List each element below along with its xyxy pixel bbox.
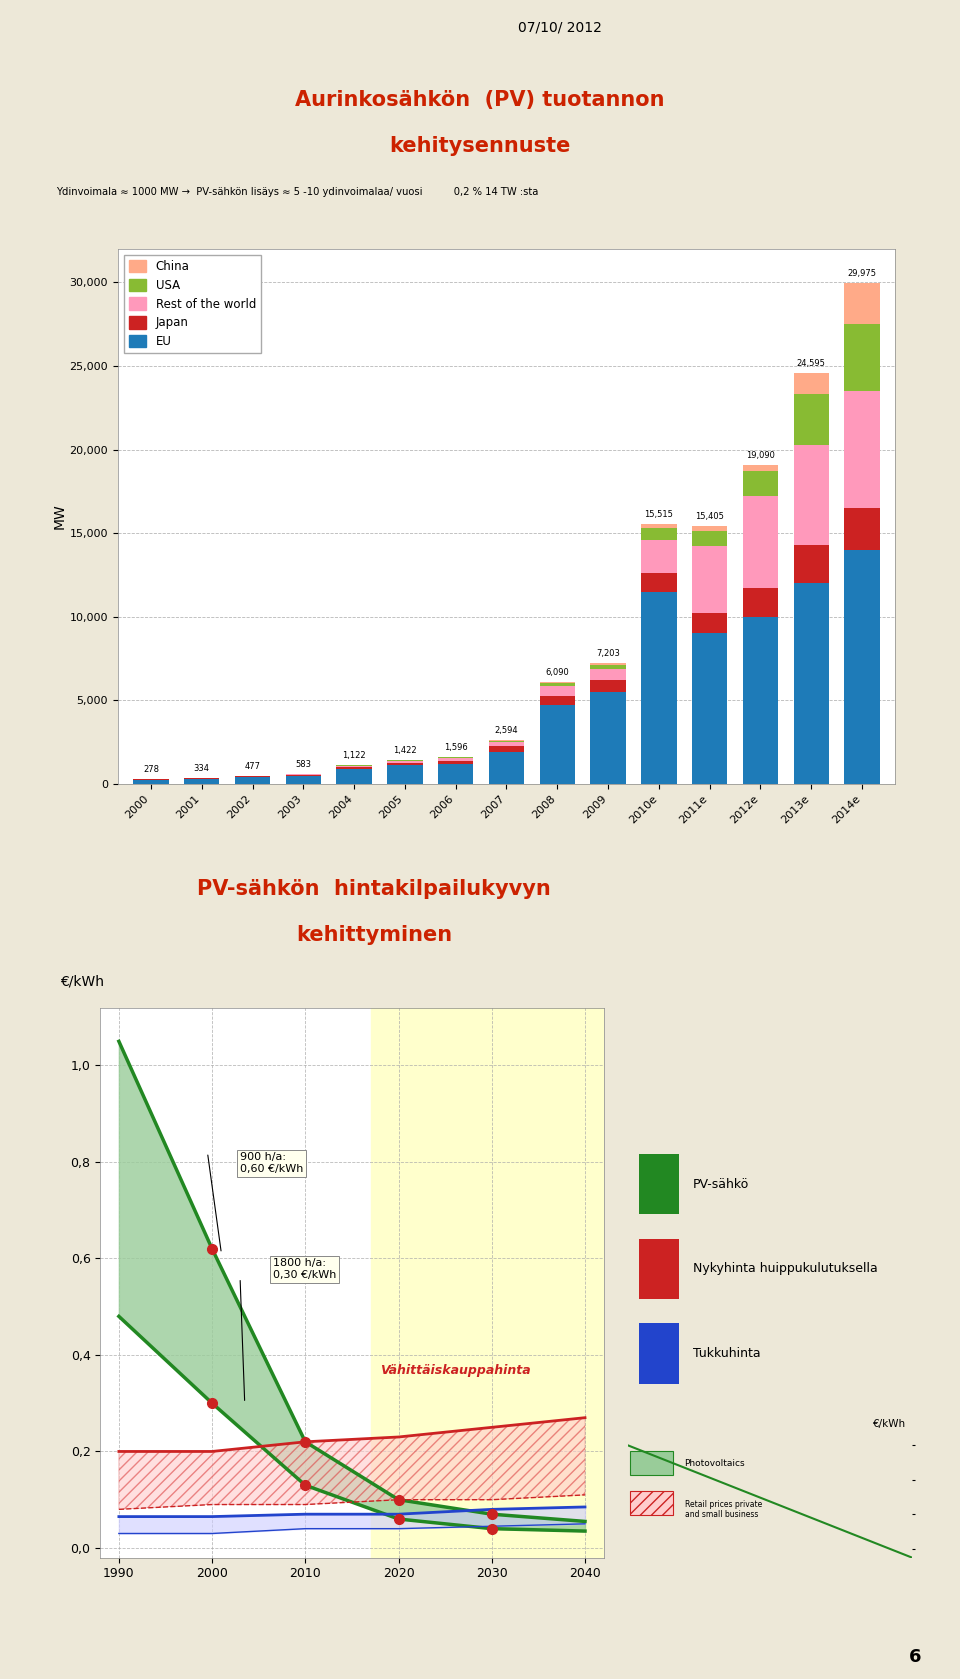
Text: Nykyhinta huippukulutuksella: Nykyhinta huippukulutuksella bbox=[693, 1263, 877, 1276]
Bar bbox=[489, 745, 524, 752]
Bar bbox=[336, 767, 372, 769]
Bar bbox=[540, 687, 575, 697]
Text: Photovoltaics: Photovoltaics bbox=[684, 1459, 745, 1467]
Bar bbox=[743, 616, 779, 784]
Bar bbox=[438, 759, 473, 761]
Text: 2,594: 2,594 bbox=[494, 727, 518, 735]
Bar bbox=[641, 524, 677, 529]
Bar bbox=[641, 539, 677, 573]
Text: €/kWh: €/kWh bbox=[874, 1419, 906, 1429]
Text: Tukkuhinta: Tukkuhinta bbox=[693, 1347, 760, 1360]
Bar bbox=[794, 583, 829, 784]
Bar bbox=[371, 1007, 613, 1558]
Text: Ydinvoimala ≈ 1000 MW →  PV-sähkön lisäys ≈ 5 -10 ydinvoimalaa/ vuosi          0: Ydinvoimala ≈ 1000 MW → PV-sähkön lisäys… bbox=[56, 186, 539, 196]
Text: 24,595: 24,595 bbox=[797, 359, 826, 368]
Bar bbox=[438, 761, 473, 764]
Bar bbox=[540, 683, 575, 687]
Bar bbox=[844, 324, 880, 391]
Bar bbox=[387, 762, 422, 766]
Bar bbox=[489, 752, 524, 784]
Bar bbox=[631, 1491, 673, 1514]
Bar bbox=[639, 1239, 679, 1300]
Bar bbox=[641, 591, 677, 784]
Text: 15,405: 15,405 bbox=[695, 512, 724, 520]
Bar bbox=[743, 465, 779, 472]
Bar bbox=[743, 588, 779, 616]
Text: 278: 278 bbox=[143, 766, 159, 774]
Bar bbox=[794, 445, 829, 544]
Text: PV-sähkö: PV-sähkö bbox=[693, 1177, 750, 1190]
Text: 334: 334 bbox=[194, 764, 209, 772]
Bar bbox=[235, 777, 271, 784]
Text: 19,090: 19,090 bbox=[746, 450, 775, 460]
Text: 1,122: 1,122 bbox=[343, 751, 366, 761]
Bar bbox=[692, 633, 728, 784]
Text: Retail prices private
and small business: Retail prices private and small business bbox=[684, 1499, 762, 1519]
Bar bbox=[641, 573, 677, 591]
Text: kehittyminen: kehittyminen bbox=[296, 925, 452, 945]
Text: 1,596: 1,596 bbox=[444, 744, 468, 752]
Text: Aurinkosähkön  (PV) tuotannon: Aurinkosähkön (PV) tuotannon bbox=[296, 91, 664, 111]
Bar bbox=[590, 665, 626, 670]
Bar bbox=[692, 532, 728, 546]
Text: 07/10/ 2012: 07/10/ 2012 bbox=[518, 20, 602, 34]
Text: 477: 477 bbox=[245, 762, 260, 771]
Bar bbox=[743, 497, 779, 588]
Bar bbox=[844, 509, 880, 549]
Text: 7,203: 7,203 bbox=[596, 650, 620, 658]
Bar bbox=[336, 769, 372, 784]
Bar bbox=[387, 766, 422, 784]
Legend: China, USA, Rest of the world, Japan, EU: China, USA, Rest of the world, Japan, EU bbox=[124, 255, 261, 353]
Text: 583: 583 bbox=[296, 761, 311, 769]
Bar bbox=[590, 670, 626, 680]
Bar bbox=[387, 761, 422, 762]
Bar bbox=[590, 692, 626, 784]
Text: PV-sähkön  hintakilpailukyvyn: PV-sähkön hintakilpailukyvyn bbox=[197, 880, 551, 900]
Bar bbox=[641, 529, 677, 539]
Text: Vähittäiskauppahinta: Vähittäiskauppahinta bbox=[380, 1365, 531, 1377]
Bar bbox=[794, 395, 829, 445]
Text: kehitysennuste: kehitysennuste bbox=[390, 136, 570, 156]
Bar bbox=[639, 1153, 679, 1214]
Text: 1,422: 1,422 bbox=[393, 745, 417, 756]
Text: 29,975: 29,975 bbox=[848, 269, 876, 277]
Bar bbox=[489, 742, 524, 745]
Text: 6,090: 6,090 bbox=[545, 668, 569, 677]
Bar bbox=[692, 526, 728, 532]
Bar bbox=[639, 1323, 679, 1383]
Bar bbox=[692, 546, 728, 613]
Bar bbox=[540, 697, 575, 705]
Bar bbox=[794, 544, 829, 583]
Text: 15,515: 15,515 bbox=[644, 510, 673, 519]
Text: 1800 h/a:
0,30 €/kWh: 1800 h/a: 0,30 €/kWh bbox=[273, 1259, 336, 1279]
Y-axis label: MW: MW bbox=[53, 504, 67, 529]
Text: 900 h/a:
0,60 €/kWh: 900 h/a: 0,60 €/kWh bbox=[240, 1152, 303, 1174]
Bar bbox=[438, 764, 473, 784]
Bar bbox=[540, 705, 575, 784]
Bar bbox=[184, 779, 220, 784]
Bar bbox=[844, 549, 880, 784]
Bar bbox=[844, 391, 880, 509]
Bar bbox=[794, 373, 829, 395]
Text: €/kWh: €/kWh bbox=[60, 974, 104, 989]
Bar bbox=[844, 282, 880, 324]
Bar bbox=[285, 776, 321, 784]
Bar bbox=[133, 779, 169, 784]
Bar bbox=[631, 1451, 673, 1476]
Text: 6: 6 bbox=[909, 1647, 922, 1666]
Bar bbox=[590, 680, 626, 692]
Bar bbox=[743, 472, 779, 497]
Bar bbox=[692, 613, 728, 633]
